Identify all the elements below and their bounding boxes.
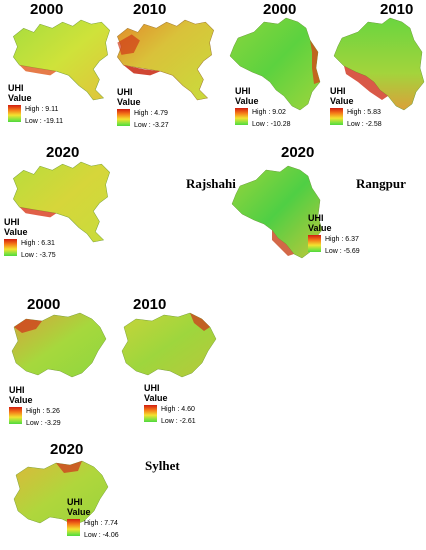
legend-high-value: High : 9.11: [25, 106, 59, 113]
region-label-sylhet: Sylhet: [145, 458, 180, 473]
year-label-sylhet-2000: 2000: [27, 296, 61, 313]
year-label-rangpur-2000: 2000: [263, 1, 297, 18]
legend-high-value: High : 4.79: [134, 110, 168, 117]
legend-rangpur-2020: UHI Value High : 6.37 Low : -5.69: [308, 213, 388, 263]
legend-high-value: High : 7.74: [84, 520, 118, 527]
legend-high-value: High : 5.26: [26, 408, 60, 415]
legend-color-ramp: [235, 108, 248, 125]
legend-rangpur-2000: UHI Value High : 9.02 Low : -10.28: [235, 86, 315, 136]
legend-rajshahi-2000: UHI Value High : 9.11 Low : -19.11: [8, 83, 88, 133]
year-label-rajshahi-2000: 2000: [30, 1, 64, 18]
map-rajshahi-2020: [8, 160, 113, 243]
legend-sylhet-2000: UHI Value High : 5.26 Low : -3.29: [9, 385, 89, 435]
legend-high-value: High : 9.02: [252, 109, 286, 116]
legend-low-value: Low : -3.27: [134, 122, 169, 129]
legend-title: UHI: [9, 385, 25, 395]
legend-subtitle: Value: [9, 395, 33, 405]
sylhet-2010-shape: [121, 312, 217, 378]
map-rangpur-2000: [226, 12, 326, 112]
rangpur-2000-shape: [229, 17, 321, 111]
year-label-rajshahi-2020: 2020: [46, 144, 80, 161]
legend-subtitle: Value: [308, 223, 332, 233]
legend-low-value: Low : -3.29: [26, 420, 61, 427]
legend-title: UHI: [235, 86, 251, 96]
legend-color-ramp: [330, 108, 343, 125]
legend-subtitle: Value: [330, 96, 354, 106]
map-sylhet-2010: [118, 310, 218, 382]
region-label-rangpur: Rangpur: [356, 176, 406, 191]
legend-color-ramp: [308, 235, 321, 252]
legend-title: UHI: [8, 83, 24, 93]
legend-low-value: Low : -19.11: [25, 118, 64, 125]
legend-title: UHI: [330, 86, 346, 96]
legend-rajshahi-2020: UHI Value High : 6.31 Low : -3.75: [4, 217, 84, 267]
legend-high-value: High : 4.60: [161, 406, 195, 413]
legend-sylhet-2020: UHI Value High : 7.74 Low : -4.06: [67, 497, 147, 547]
legend-color-ramp: [8, 105, 21, 122]
legend-title: UHI: [67, 497, 83, 507]
rajshahi-2000-shape: [13, 19, 110, 101]
legend-subtitle: Value: [117, 97, 141, 107]
year-label-rangpur-2010: 2010: [380, 1, 414, 18]
legend-low-value: Low : -10.28: [252, 121, 291, 128]
legend-subtitle: Value: [144, 393, 168, 403]
legend-low-value: Low : -2.61: [161, 418, 196, 425]
year-label-rajshahi-2010: 2010: [133, 1, 167, 18]
map-rangpur-2010: [330, 12, 426, 112]
legend-title: UHI: [4, 217, 20, 227]
legend-color-ramp: [144, 405, 157, 422]
map-sylhet-2020: [10, 458, 110, 530]
region-label-rajshahi: Rajshahi: [186, 176, 236, 191]
legend-sylhet-2010: UHI Value High : 4.60 Low : -2.61: [144, 383, 224, 433]
legend-low-value: Low : -2.58: [347, 121, 382, 128]
legend-color-ramp: [4, 239, 17, 256]
legend-subtitle: Value: [4, 227, 28, 237]
year-label-sylhet-2010: 2010: [133, 296, 167, 313]
legend-title: UHI: [117, 87, 133, 97]
legend-subtitle: Value: [67, 507, 91, 517]
map-sylhet-2000: [8, 310, 108, 382]
legend-subtitle: Value: [235, 96, 259, 106]
legend-rangpur-2010: UHI Value High : 5.83 Low : -2.58: [330, 86, 410, 136]
rangpur-2010-shape: [333, 17, 425, 111]
year-label-sylhet-2020: 2020: [50, 441, 84, 458]
legend-title: UHI: [308, 213, 324, 223]
legend-title: UHI: [144, 383, 160, 393]
legend-color-ramp: [9, 407, 22, 424]
legend-color-ramp: [117, 109, 130, 126]
legend-low-value: Low : -4.06: [84, 532, 119, 539]
rajshahi-2010-shape: [117, 19, 214, 101]
legend-high-value: High : 6.37: [325, 236, 359, 243]
legend-high-value: High : 6.31: [21, 240, 55, 247]
map-rajshahi-2010: [112, 18, 217, 101]
legend-subtitle: Value: [8, 93, 32, 103]
legend-color-ramp: [67, 519, 80, 536]
legend-high-value: High : 5.83: [347, 109, 381, 116]
legend-rajshahi-2010: UHI Value High : 4.79 Low : -3.27: [117, 87, 197, 137]
year-label-rangpur-2020: 2020: [281, 144, 315, 161]
rajshahi-2020-shape: [13, 161, 110, 243]
sylhet-2000-shape: [11, 312, 107, 378]
sylhet-2020-shape: [13, 460, 109, 526]
legend-low-value: Low : -5.69: [325, 248, 360, 255]
map-rajshahi-2000: [8, 18, 113, 101]
legend-low-value: Low : -3.75: [21, 252, 56, 259]
